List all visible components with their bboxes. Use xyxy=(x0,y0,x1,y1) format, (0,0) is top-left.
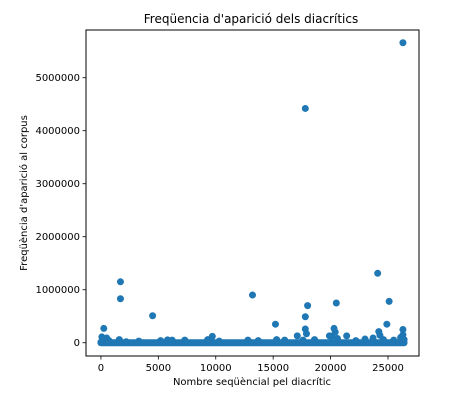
data-point xyxy=(271,320,279,328)
data-point xyxy=(215,337,223,345)
data-point xyxy=(157,337,165,345)
x-tick-label: 25000 xyxy=(372,363,404,374)
data-point xyxy=(301,313,309,321)
x-axis-ticks: 0 5000 10000 15000 20000 25000 xyxy=(98,356,404,374)
data-point xyxy=(302,330,310,338)
data-point xyxy=(352,337,360,345)
baseline-point-cluster xyxy=(97,339,408,347)
y-tick-label: 5000000 xyxy=(35,73,80,84)
data-point xyxy=(374,269,382,277)
data-point xyxy=(399,325,407,333)
data-point xyxy=(400,336,408,344)
data-point xyxy=(208,332,216,340)
data-point xyxy=(105,337,113,345)
data-point xyxy=(333,335,341,343)
data-point xyxy=(116,278,124,286)
data-point xyxy=(304,302,312,310)
data-point xyxy=(122,338,130,346)
data-point xyxy=(281,336,289,344)
data-point xyxy=(244,336,252,344)
data-point xyxy=(311,336,319,344)
data-point xyxy=(116,295,124,303)
y-axis-label: Freqüència d'aparició al corpus xyxy=(18,115,30,271)
x-axis-label: Nombre seqüèncial pel diacrític xyxy=(173,376,331,388)
data-point xyxy=(385,297,393,305)
data-point xyxy=(149,312,157,320)
data-point xyxy=(293,332,301,340)
data-point xyxy=(299,336,307,344)
data-point xyxy=(331,328,339,336)
x-tick-label: 5000 xyxy=(146,363,171,374)
data-point xyxy=(254,337,262,345)
data-point xyxy=(100,324,108,332)
data-point xyxy=(273,336,281,344)
data-point xyxy=(361,335,369,343)
data-point xyxy=(369,334,377,342)
data-point xyxy=(343,332,351,340)
data-point xyxy=(301,104,309,112)
x-tick-label: 20000 xyxy=(315,363,347,374)
data-point xyxy=(383,320,391,328)
plot-frame xyxy=(85,29,420,357)
data-point xyxy=(332,299,340,307)
x-tick-label: 10000 xyxy=(200,363,232,374)
data-point xyxy=(168,336,176,344)
data-point xyxy=(249,291,256,299)
y-tick-label: 0 xyxy=(74,338,80,349)
y-tick-label: 2000000 xyxy=(35,232,80,243)
x-tick-label: 0 xyxy=(98,363,104,374)
data-point xyxy=(399,39,407,47)
y-tick-label: 3000000 xyxy=(35,179,80,190)
y-axis-ticks: 0 1000000 2000000 3000000 4000000 5000000 xyxy=(35,73,86,349)
data-points xyxy=(97,39,408,347)
y-tick-label: 1000000 xyxy=(35,285,80,296)
x-tick-label: 15000 xyxy=(257,363,289,374)
data-point xyxy=(115,336,123,344)
data-point xyxy=(390,336,398,344)
data-point xyxy=(181,336,189,344)
data-point xyxy=(135,337,143,345)
data-point xyxy=(379,336,387,344)
chart-title: Freqüencia d'aparició dels diacrítics xyxy=(144,12,358,26)
y-tick-label: 4000000 xyxy=(35,126,80,137)
